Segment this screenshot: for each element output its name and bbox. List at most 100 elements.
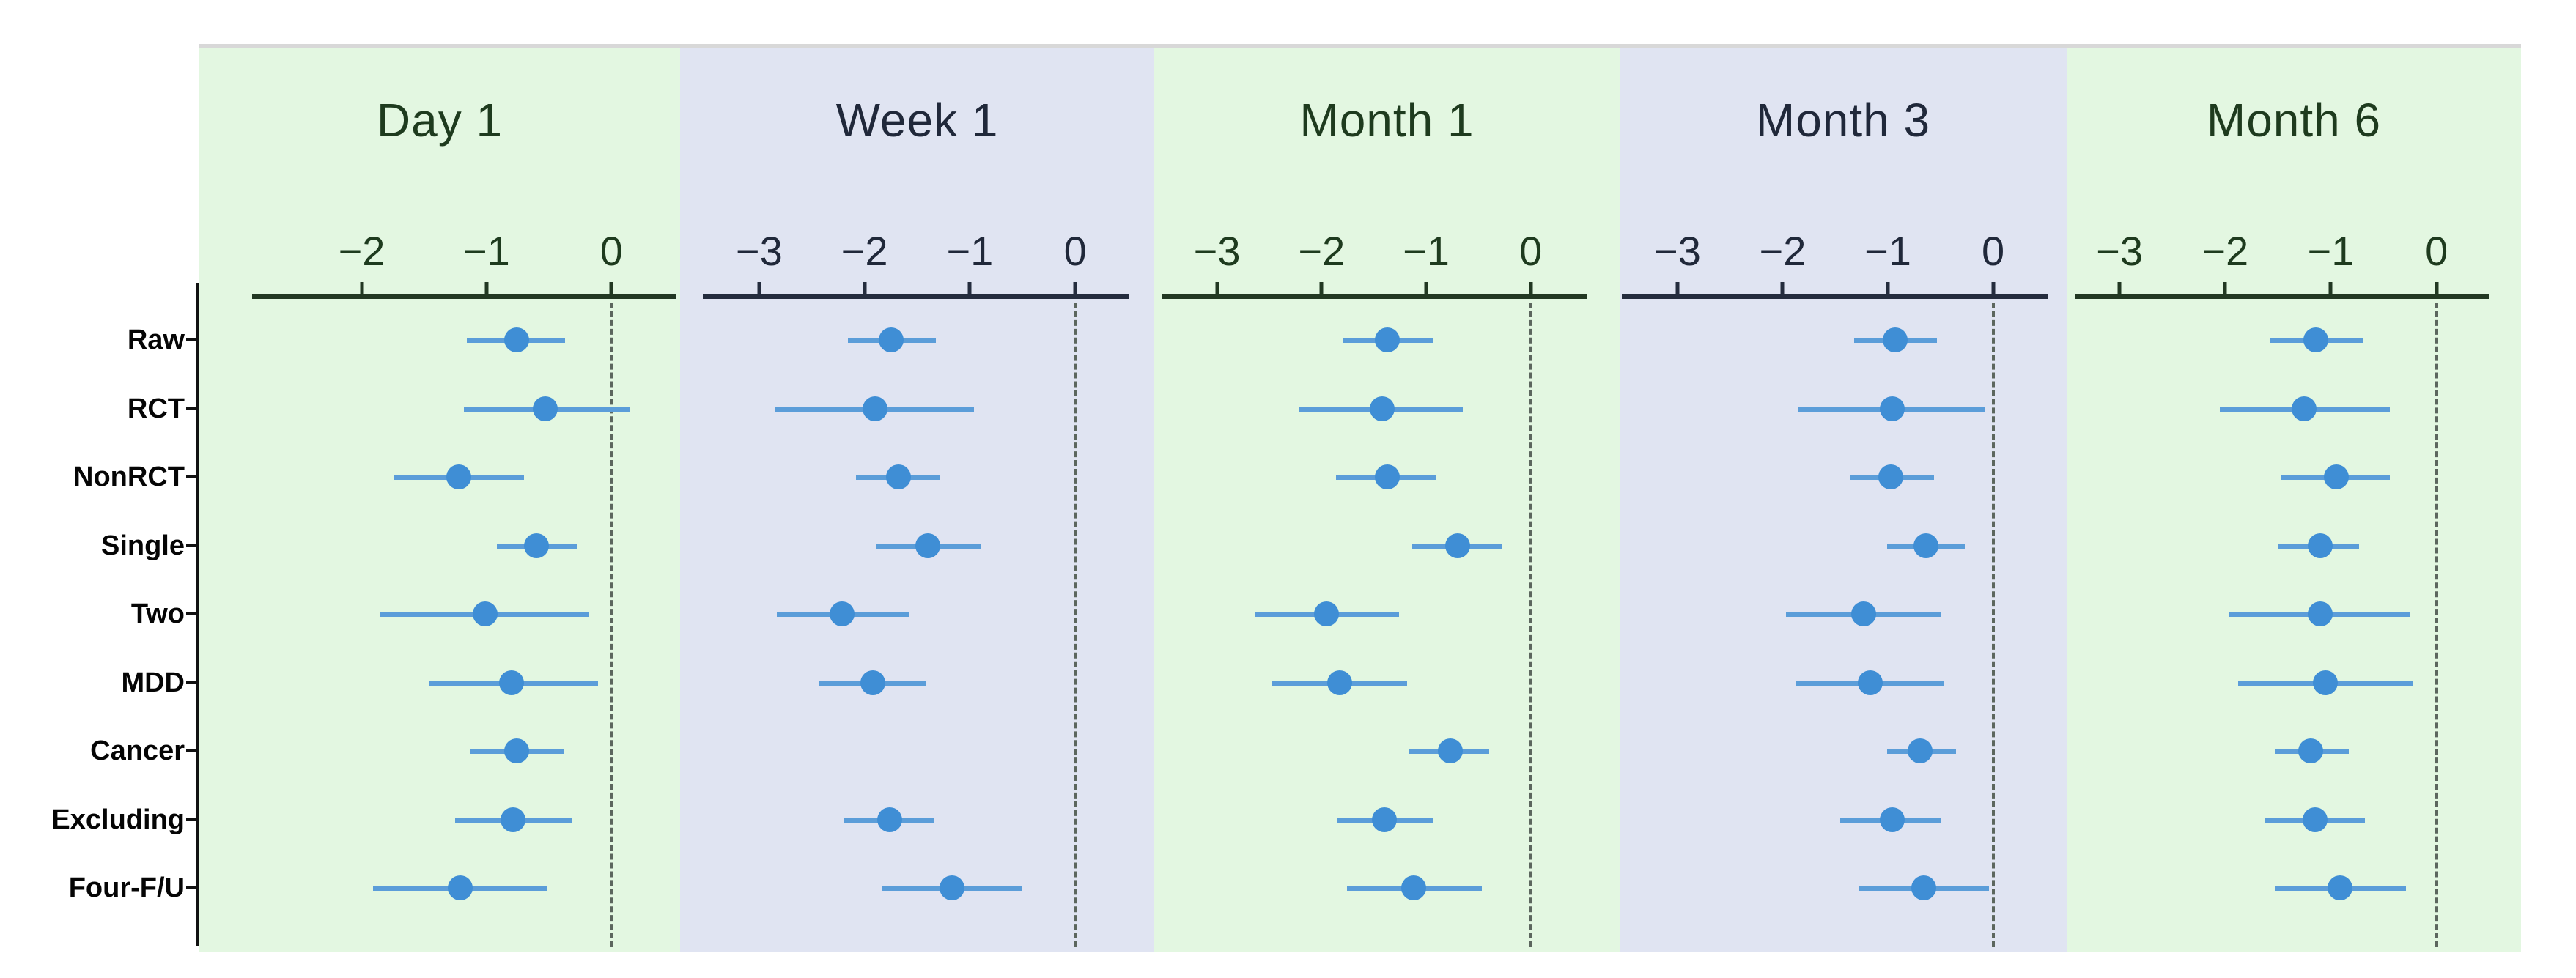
point-estimate-excluding — [1879, 807, 1905, 832]
x-axis-line — [1162, 294, 1587, 299]
point-estimate-excluding — [877, 807, 903, 832]
x-axis-tick — [1886, 282, 1890, 297]
zero-reference-line — [1074, 303, 1077, 947]
point-estimate-nonrct — [446, 464, 472, 489]
row-label-cancer: Cancer — [90, 736, 185, 766]
x-axis-tick-label: −1 — [946, 228, 994, 274]
x-axis-tick — [1319, 282, 1324, 297]
point-estimate-four-f-u — [1911, 875, 1936, 900]
panel-month-1: Month 1 −3 −2 −1 0 — [1154, 44, 1620, 952]
point-estimate-four-f-u — [939, 875, 964, 900]
panel-month-3: Month 3 −3 −2 −1 0 — [1620, 44, 2067, 952]
x-axis-tick — [2435, 282, 2439, 297]
x-axis-tick — [2328, 282, 2333, 297]
point-estimate-raw — [2303, 327, 2329, 352]
panel-top-border — [2067, 44, 2521, 48]
x-axis-tick-label: −3 — [735, 228, 783, 274]
row-label-single: Single — [100, 530, 185, 561]
row-label-raw: Raw — [127, 325, 185, 355]
x-axis-tick-label: −2 — [841, 228, 888, 274]
x-axis-line — [703, 294, 1129, 299]
point-estimate-nonrct — [1375, 464, 1400, 489]
point-estimate-mdd — [2313, 670, 2339, 695]
x-axis-tick-label: 0 — [599, 228, 623, 274]
point-estimate-four-f-u — [448, 875, 473, 900]
x-axis-tick-label: −2 — [338, 228, 385, 274]
row-label-rct: RCT — [127, 393, 185, 424]
x-axis-tick — [1991, 282, 1996, 297]
zero-reference-line — [610, 303, 613, 947]
point-estimate-two — [2308, 601, 2333, 626]
point-estimate-two — [473, 601, 498, 626]
x-axis-line — [1622, 294, 2048, 299]
x-axis-tick-label: 0 — [2425, 228, 2448, 274]
row-tick-mark — [186, 612, 199, 615]
row-tick-mark — [186, 681, 199, 684]
point-estimate-excluding — [500, 807, 525, 832]
x-axis-tick — [757, 282, 761, 297]
x-axis-tick-label: 0 — [1063, 228, 1087, 274]
point-estimate-single — [2308, 533, 2333, 558]
panel-title: Day 1 — [376, 94, 503, 147]
x-axis-tick — [609, 282, 613, 297]
point-estimate-excluding — [2302, 807, 2328, 832]
point-estimate-four-f-u — [2328, 875, 2353, 900]
x-axis-line — [2075, 294, 2489, 299]
x-axis-tick-label: −2 — [1759, 228, 1806, 274]
row-tick-mark — [186, 475, 199, 478]
panel-top-border — [1620, 44, 2067, 48]
x-axis-tick-label: −2 — [2202, 228, 2249, 274]
point-estimate-rct — [862, 396, 887, 421]
x-axis-tick-label: 0 — [1519, 228, 1543, 274]
zero-reference-line — [1991, 303, 1995, 947]
row-tick-mark — [186, 818, 199, 821]
x-axis-tick-label: −3 — [2096, 228, 2144, 274]
panel-week-1: Week 1 −3 −2 −1 0 — [680, 44, 1154, 952]
point-estimate-single — [1913, 533, 1938, 558]
x-axis-tick-label: −3 — [1654, 228, 1701, 274]
x-axis-tick-label: −1 — [1864, 228, 1911, 274]
point-estimate-nonrct — [2323, 464, 2349, 489]
point-estimate-two — [1314, 601, 1340, 626]
panel-top-border — [1154, 44, 1620, 48]
row-label-mdd: MDD — [121, 667, 185, 698]
x-axis-tick — [1675, 282, 1680, 297]
panel-title: Month 3 — [1755, 94, 1931, 147]
x-axis-tick-label: −3 — [1193, 228, 1241, 274]
row-label-excluding: Excluding — [51, 804, 185, 835]
x-axis-tick-label: 0 — [1981, 228, 2005, 274]
point-estimate-mdd — [1326, 670, 1352, 695]
point-estimate-single — [915, 533, 940, 558]
point-estimate-two — [830, 601, 855, 626]
point-estimate-rct — [2292, 396, 2317, 421]
x-axis-tick — [484, 282, 489, 297]
point-estimate-mdd — [860, 670, 886, 695]
panel-top-border — [680, 44, 1154, 48]
point-estimate-raw — [878, 327, 904, 352]
point-estimate-cancer — [1437, 738, 1463, 763]
row-tick-mark — [186, 544, 199, 547]
row-label-nonrct: NonRCT — [73, 462, 185, 492]
x-axis-tick — [1424, 282, 1428, 297]
x-axis-tick — [1073, 282, 1077, 297]
point-estimate-cancer — [1908, 738, 1933, 763]
point-estimate-rct — [532, 396, 558, 421]
x-axis-tick-label: −1 — [462, 228, 510, 274]
x-axis-tick-label: −1 — [2307, 228, 2355, 274]
point-estimate-mdd — [498, 670, 524, 695]
x-axis-tick — [1529, 282, 1533, 297]
x-axis-tick — [2223, 282, 2227, 297]
point-estimate-single — [1444, 533, 1470, 558]
point-estimate-single — [524, 533, 550, 558]
row-label-four-f-u: Four-F/U — [68, 873, 185, 903]
point-estimate-raw — [503, 327, 529, 352]
row-tick-mark — [186, 407, 199, 410]
point-estimate-mdd — [1857, 670, 1883, 695]
panel-month-6: Month 6 −3 −2 −1 0 — [2067, 44, 2521, 952]
zero-reference-line — [1529, 303, 1532, 947]
panel-title: Month 6 — [2206, 94, 2382, 147]
panel-title: Week 1 — [835, 94, 999, 147]
x-axis-tick — [1215, 282, 1219, 297]
x-axis-tick — [967, 282, 972, 297]
x-axis-line — [252, 294, 676, 299]
